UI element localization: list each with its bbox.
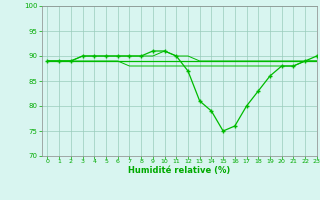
X-axis label: Humidité relative (%): Humidité relative (%): [128, 166, 230, 175]
